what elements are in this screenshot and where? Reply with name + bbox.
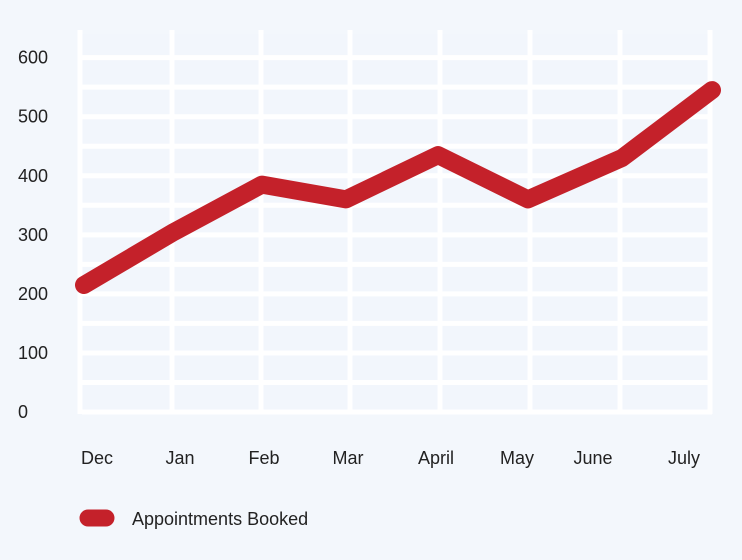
series-lines xyxy=(75,81,721,294)
x-axis-tick-labels: Dec Jan Feb Mar April May June July xyxy=(81,448,700,468)
x-tick-label: Dec xyxy=(81,448,113,468)
y-tick-label: 0 xyxy=(18,402,28,422)
y-tick-label: 500 xyxy=(18,107,48,127)
legend-label: Appointments Booked xyxy=(132,509,308,529)
x-tick-label: May xyxy=(500,448,534,468)
legend: Appointments Booked xyxy=(79,509,308,529)
y-tick-label: 200 xyxy=(18,284,48,304)
x-tick-label: Feb xyxy=(248,448,279,468)
y-tick-label: 100 xyxy=(18,343,48,363)
x-tick-label: July xyxy=(668,448,700,468)
y-axis-tick-labels: 0 100 200 300 400 500 600 xyxy=(18,48,48,422)
x-tick-label: April xyxy=(418,448,454,468)
y-tick-label: 400 xyxy=(18,166,48,186)
y-tick-label: 600 xyxy=(18,48,48,68)
x-tick-label: Jan xyxy=(165,448,194,468)
y-tick-label: 300 xyxy=(18,225,48,245)
series-line xyxy=(75,81,721,294)
x-tick-label: Mar xyxy=(333,448,364,468)
x-tick-label: June xyxy=(573,448,612,468)
